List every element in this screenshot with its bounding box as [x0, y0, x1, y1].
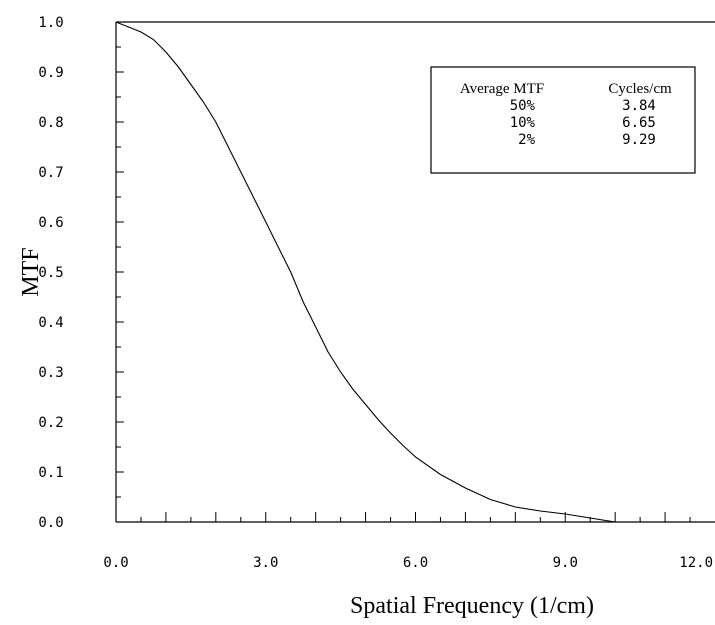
- y-tick-label: 0.1: [38, 465, 63, 481]
- table-cell-cycles: 9.29: [622, 132, 656, 148]
- y-tick-label: 0.6: [38, 215, 63, 231]
- table-header-average-mtf: Average MTF: [460, 81, 544, 97]
- y-axis-title: MTF: [18, 247, 44, 296]
- table-cell-mtf: 10%: [510, 115, 536, 131]
- x-axis-title: Spatial Frequency (1/cm): [350, 593, 594, 619]
- mtf-table: Average MTF Cycles/cm 50% 3.84 10% 6.65 2% 9.…: [430, 66, 696, 174]
- table-cell-cycles: 6.65: [622, 115, 656, 131]
- x-tick-label: 0.0: [103, 555, 128, 571]
- y-tick-label: 0.0: [38, 515, 63, 531]
- mtf-curve: [115, 21, 616, 523]
- x-tick-label: 12.0: [679, 555, 713, 571]
- y-tick-label: 0.7: [38, 165, 63, 181]
- y-tick-label: 0.5: [38, 265, 63, 281]
- table-header-cycles: Cycles/cm: [608, 81, 672, 97]
- table-cell-mtf: 50%: [510, 98, 536, 114]
- table-rows: 50% 3.84 10% 6.65 2% 9.29: [510, 98, 656, 148]
- table-cell-cycles: 3.84: [622, 98, 656, 114]
- y-tick-label: 0.3: [38, 365, 63, 381]
- y-tick-label: 1.0: [38, 15, 63, 31]
- x-tick-label: 6.0: [403, 555, 428, 571]
- y-axis-ticks: 0.0 0.1 0.2 0.3 0.4 0.5 0.6 0.7 0.8 0.9 1.0: [38, 15, 124, 531]
- mtf-table-border: [430, 66, 696, 174]
- table-cell-mtf: 2%: [518, 132, 535, 148]
- x-tick-label: 9.0: [553, 555, 578, 571]
- x-axis-ticks: 0.0 3.0 6.0 9.0 12.0: [103, 512, 713, 571]
- x-tick-label: 3.0: [253, 555, 278, 571]
- y-tick-label: 0.9: [38, 65, 63, 81]
- y-tick-label: 0.4: [38, 315, 63, 331]
- y-tick-label: 0.8: [38, 115, 63, 131]
- y-tick-label: 0.2: [38, 415, 63, 431]
